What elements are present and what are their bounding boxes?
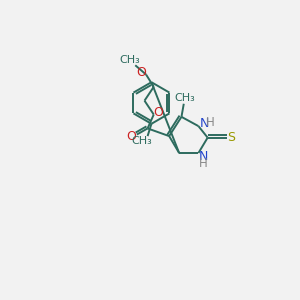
Text: H: H [206, 116, 215, 129]
Text: O: O [153, 106, 163, 119]
Text: O: O [136, 66, 146, 79]
Text: H: H [199, 157, 207, 169]
Text: N: N [198, 150, 208, 163]
Text: O: O [127, 130, 136, 142]
Text: CH₃: CH₃ [174, 93, 195, 103]
Text: S: S [227, 131, 236, 144]
Text: N: N [200, 116, 209, 130]
Text: CH₃: CH₃ [119, 55, 140, 65]
Text: CH₃: CH₃ [131, 136, 152, 146]
